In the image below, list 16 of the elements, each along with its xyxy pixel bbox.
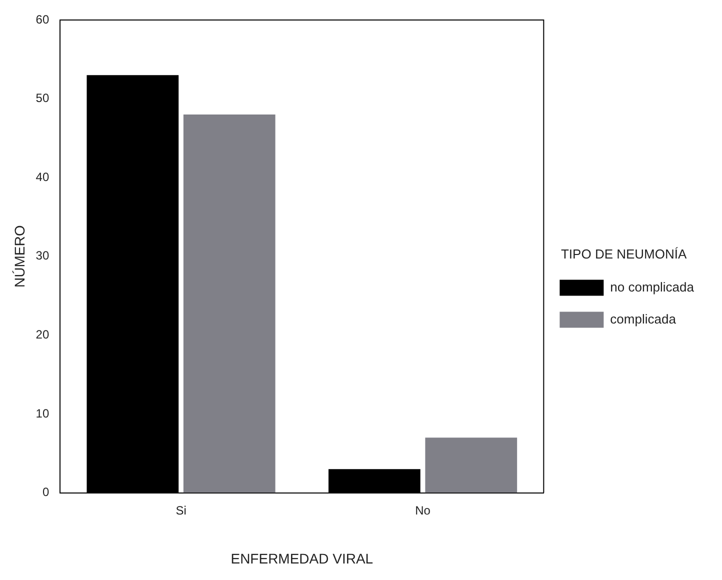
- x-tick-label: No: [415, 503, 431, 518]
- legend-label: complicada: [610, 311, 677, 326]
- y-tick-label: 10: [36, 406, 50, 420]
- y-tick-label: 50: [36, 91, 50, 106]
- y-tick-label: 30: [36, 248, 50, 263]
- y-tick-label: 60: [36, 12, 50, 26]
- y-tick-label: 40: [36, 170, 50, 184]
- bar: [425, 438, 518, 493]
- y-axis-title: NÚMERO: [11, 225, 28, 288]
- bar: [183, 114, 276, 493]
- legend-title: TIPO DE NEUMONÍA: [560, 246, 687, 262]
- legend-label: no complicada: [610, 279, 695, 294]
- x-tick-label: Si: [176, 503, 186, 518]
- x-axis-title: ENFERMEDAD VIRAL: [230, 550, 374, 566]
- y-tick-label: 20: [36, 328, 50, 342]
- y-tick-label: 0: [42, 485, 50, 500]
